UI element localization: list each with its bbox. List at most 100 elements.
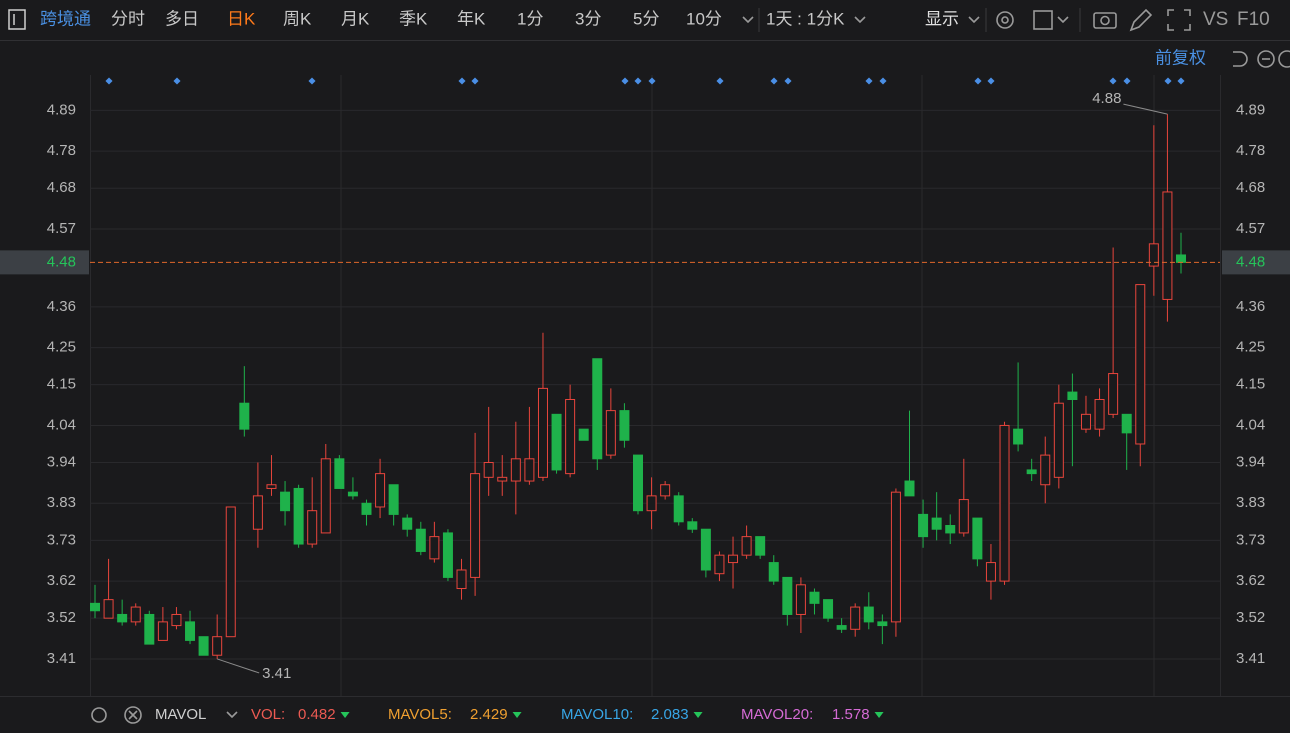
event-marker[interactable]	[308, 77, 316, 85]
period-tab[interactable]: 分时	[111, 9, 145, 28]
y-tick-label-right: 4.04	[1236, 416, 1265, 433]
camera-icon[interactable]	[1093, 12, 1117, 29]
y-tick-label: 3.41	[47, 650, 76, 667]
candle-body	[1148, 243, 1159, 267]
candle-body	[456, 569, 467, 590]
event-marker[interactable]	[865, 77, 873, 85]
period-tab[interactable]: 10分	[686, 9, 722, 28]
candle-body	[633, 454, 643, 512]
candle-body	[1135, 284, 1146, 445]
event-marker[interactable]	[105, 77, 113, 85]
candle-body	[700, 528, 711, 571]
candle-body	[1176, 254, 1186, 263]
more-chevron[interactable]	[742, 16, 754, 24]
candle-body	[293, 487, 304, 545]
candle-body	[619, 410, 630, 441]
candle-body	[1162, 191, 1173, 300]
candle-body	[361, 502, 372, 515]
period-tab[interactable]: 多日	[165, 9, 199, 28]
period-tab[interactable]: 年K	[457, 9, 486, 28]
candle-body	[1121, 413, 1132, 434]
candle-body	[266, 484, 277, 489]
event-marker[interactable]	[621, 77, 629, 85]
candle-body	[972, 517, 983, 560]
candle-body	[836, 625, 847, 630]
y-tick-label-right: 3.52	[1236, 609, 1265, 626]
trend-down-icon	[512, 712, 522, 718]
y-tick-label: 3.52	[47, 609, 76, 626]
candle-body	[334, 458, 345, 489]
candle-body	[863, 606, 874, 623]
candle-body	[470, 473, 481, 578]
y-tick-label-right: 4.89	[1236, 101, 1265, 118]
stock-name[interactable]: 跨境通	[40, 9, 91, 28]
candle-body	[958, 499, 969, 534]
y-tick-label-right: 3.83	[1236, 494, 1265, 511]
candle-body	[212, 636, 223, 656]
event-marker[interactable]	[974, 77, 982, 85]
indicator-name[interactable]: MAVOL	[155, 706, 206, 723]
y-tick-label: 4.04	[47, 416, 76, 433]
indicator-settings[interactable]	[91, 707, 107, 723]
candle-body	[795, 584, 806, 615]
candle-body	[714, 554, 725, 575]
y-tick-label: 4.68	[47, 179, 76, 196]
event-marker[interactable]	[716, 77, 724, 85]
period-tab[interactable]: 5分	[633, 9, 659, 28]
candle-body	[931, 517, 942, 530]
event-marker[interactable]	[784, 77, 792, 85]
undo-icon[interactable]	[1233, 51, 1248, 67]
period-tab[interactable]: 3分	[575, 9, 601, 28]
interval-select[interactable]: 1天 : 1分K	[766, 9, 845, 28]
candle-body	[185, 621, 196, 641]
candle-body	[728, 554, 739, 564]
candle-body	[945, 525, 956, 534]
event-marker[interactable]	[458, 77, 466, 85]
period-tabs: 分时 多日 日K 周K 月K 季K 年K 1分 3分 5分 10分	[111, 9, 722, 28]
low-annotation: 3.41	[262, 665, 291, 682]
candle-body	[877, 621, 888, 627]
zoom-out-icon[interactable]	[1257, 50, 1275, 68]
y-tick-label-right: 4.36	[1236, 298, 1265, 315]
event-marker[interactable]	[987, 77, 995, 85]
y-tick-label: 3.73	[47, 531, 76, 548]
candle-body	[985, 562, 996, 582]
fullscreen-icon[interactable]	[1167, 9, 1191, 31]
event-marker[interactable]	[648, 77, 656, 85]
event-marker[interactable]	[471, 77, 479, 85]
candle-body	[510, 458, 521, 482]
event-marker[interactable]	[173, 77, 181, 85]
candle-body	[768, 562, 779, 582]
event-marker[interactable]	[879, 77, 887, 85]
candle-body	[483, 462, 494, 478]
period-tab[interactable]: 日K	[227, 9, 256, 28]
price-label-left: 4.48	[47, 253, 76, 270]
adjust-mode[interactable]: 前复权	[1155, 48, 1206, 67]
settings-icon[interactable]	[996, 11, 1014, 29]
candle-body	[660, 484, 671, 497]
candle-body	[90, 602, 100, 612]
indicator-close[interactable]	[124, 706, 142, 724]
candle-body	[117, 613, 128, 623]
indicator-label: MAVOL20:	[741, 706, 813, 723]
candle-body	[524, 458, 535, 482]
period-tab[interactable]: 周K	[283, 9, 312, 28]
sidebar-toggle[interactable]	[8, 9, 26, 30]
candle-body	[402, 517, 413, 530]
event-marker[interactable]	[770, 77, 778, 85]
period-tab[interactable]: 季K	[399, 9, 428, 28]
trend-down-icon	[340, 712, 350, 718]
f10-button[interactable]: F10	[1237, 9, 1270, 30]
event-marker[interactable]	[634, 77, 642, 85]
candle-body	[307, 510, 318, 545]
period-tab[interactable]: 1分	[517, 9, 543, 28]
y-tick-label: 4.15	[47, 376, 76, 393]
draw-icon[interactable]	[1129, 8, 1153, 32]
layout-icon[interactable]	[1033, 10, 1053, 30]
vs-button[interactable]: VS	[1203, 9, 1228, 30]
period-tab[interactable]: 月K	[341, 9, 370, 28]
zoom-in-icon[interactable]	[1278, 50, 1290, 68]
display-menu[interactable]: 显示	[925, 9, 959, 28]
candle-body	[1094, 399, 1105, 430]
